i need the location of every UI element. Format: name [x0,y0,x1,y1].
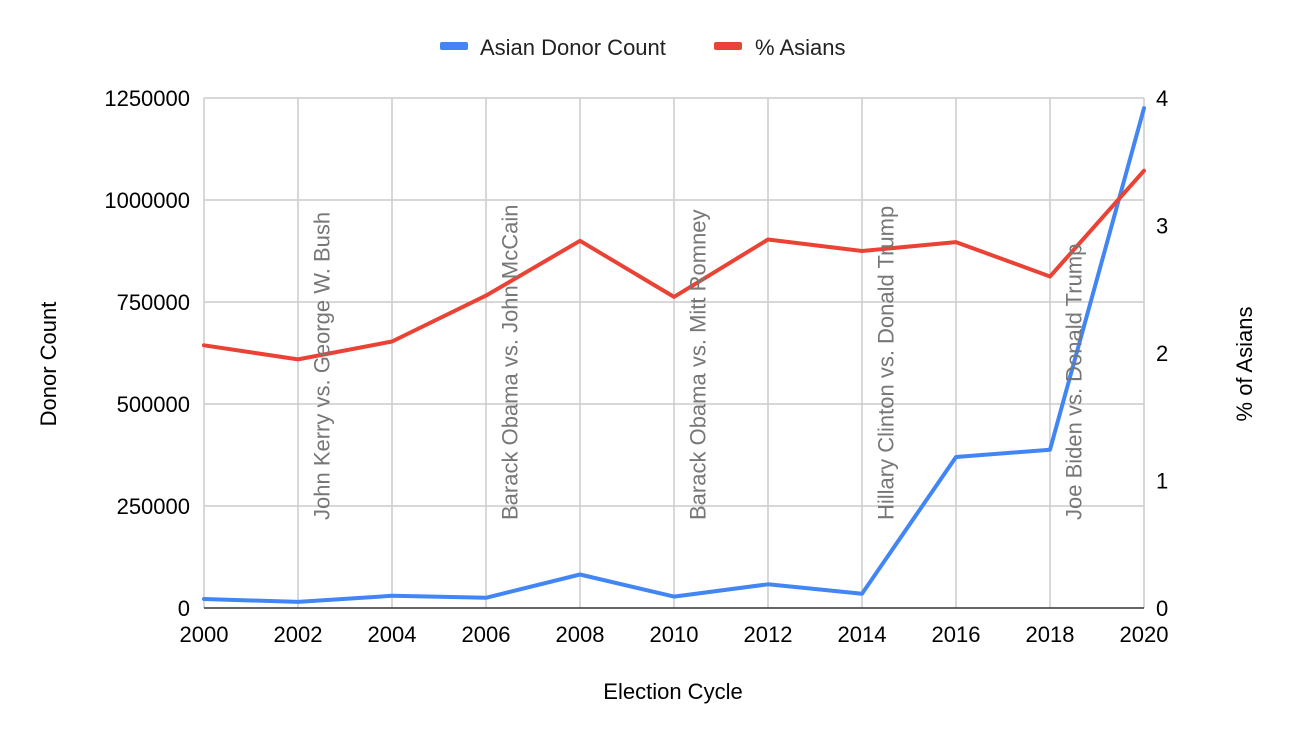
x-tick-label: 2010 [650,622,699,647]
x-axis-title: Election Cycle [603,679,742,704]
x-tick-label: 2006 [462,622,511,647]
y-axis-title: Donor Count [36,302,61,427]
annotation-label: Hillary Clinton vs. Donald Trump [874,206,899,520]
y-tick-label: 500000 [117,392,190,417]
legend-item-donor-count[interactable]: Asian Donor Count [440,35,666,60]
y2-tick-label: 0 [1156,596,1168,621]
legend: Asian Donor Count % Asians [440,35,846,60]
legend-label-percent-asians: % Asians [755,35,846,60]
y-tick-label: 750000 [117,290,190,315]
x-tick-label: 2014 [838,622,887,647]
x-tick-label: 2020 [1120,622,1169,647]
y2-tick-label: 4 [1156,86,1168,111]
y-tick-label: 0 [178,596,190,621]
y-tick-label: 1000000 [104,188,190,213]
legend-item-percent-asians[interactable]: % Asians [714,35,846,60]
annotation-label: John Kerry vs. George W. Bush [310,212,335,520]
annotation-label: Barack Obama vs. John McCain [498,205,523,520]
legend-swatch-percent-asians [714,42,742,50]
x-tick-label: 2018 [1026,622,1075,647]
axes: 0 250000 500000 750000 1000000 1250000 2000 200… [104,86,1168,647]
y2-tick-label: 2 [1156,341,1168,366]
y-tick-label: 1250000 [104,86,190,111]
x-tick-label: 2000 [180,622,229,647]
y2-tick-label: 1 [1156,469,1168,494]
y-tick-label: 250000 [117,494,190,519]
x-tick-label: 2002 [274,622,323,647]
legend-swatch-donor-count [440,42,468,50]
x-tick-label: 2016 [932,622,981,647]
annotation-label: Barack Obama vs. Mitt Romney [686,209,711,520]
x-tick-label: 2008 [556,622,605,647]
annotation-label: Joe Biden vs. Donald Trump [1062,244,1087,520]
series-lines [202,106,1146,604]
y2-tick-label: 3 [1156,214,1168,239]
legend-label-donor-count: Asian Donor Count [480,35,666,60]
x-tick-label: 2012 [744,622,793,647]
x-tick-label: 2004 [368,622,417,647]
y2-axis-title: % of Asians [1232,307,1257,422]
grid [203,97,1145,608]
annotations: John Kerry vs. George W. Bush Barack Obam… [310,205,1087,520]
